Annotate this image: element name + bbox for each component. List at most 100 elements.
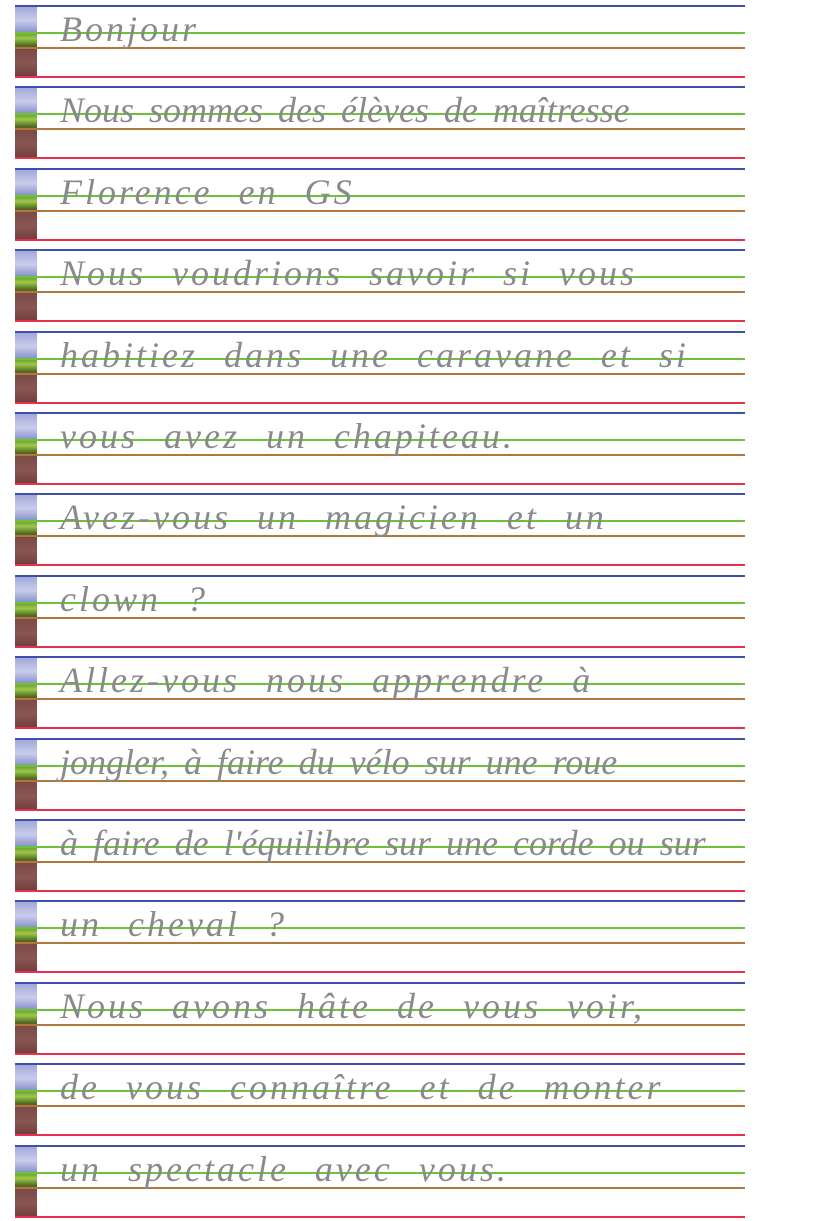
ruled-row: jongler, à faire du vélo sur une roue — [0, 733, 818, 814]
sky-grass-soil-icon — [15, 1064, 37, 1137]
midline — [15, 276, 745, 279]
baseline — [15, 1023, 745, 1026]
top-line — [15, 737, 745, 740]
bottom-line — [15, 808, 745, 811]
sky-grass-soil-icon — [15, 413, 37, 485]
midline — [15, 1008, 745, 1011]
handwritten-line: Florence en GS — [60, 171, 355, 212]
midline — [15, 194, 745, 197]
sky-grass-soil-icon — [15, 820, 37, 892]
handwritten-line: Nous sommes des élèves de maîtresse — [60, 90, 630, 131]
baseline — [15, 698, 745, 701]
bottom-line — [15, 971, 745, 974]
sky-grass-soil-icon — [15, 738, 37, 811]
midline — [15, 927, 745, 930]
bottom-line — [15, 401, 745, 404]
baseline — [15, 1105, 745, 1108]
baseline — [15, 128, 745, 131]
midline — [15, 32, 745, 34]
handwritten-line: de vous connaître et de monter — [60, 1067, 664, 1108]
sky-grass-soil-icon — [15, 168, 37, 241]
handwritten-line: jongler, à faire du vélo sur une roue — [60, 741, 618, 782]
midline — [15, 520, 745, 523]
sky-grass-soil-icon — [15, 1145, 37, 1218]
top-line — [15, 656, 745, 659]
handwritten-line: Allez-vous nous apprendre à — [60, 660, 594, 701]
sky-grass-soil-icon — [15, 250, 37, 323]
handwritten-line: habitiez dans une caravane et si — [60, 334, 689, 375]
bottom-line — [15, 564, 745, 567]
handwritten-line: vous avez un chapiteau. — [60, 416, 515, 456]
baseline — [15, 535, 745, 538]
ruled-row: Avez-vous un magicien et un — [0, 488, 818, 569]
midline — [15, 113, 745, 116]
midline — [15, 846, 745, 848]
handwritten-line: Bonjour — [60, 9, 200, 49]
handwritten-line: Avez-vous un magicien et un — [60, 497, 607, 538]
ruled-row: un cheval ? — [0, 895, 818, 976]
ruled-row: Nous avons hâte de vous voir, — [0, 977, 818, 1058]
sky-grass-soil-icon — [15, 575, 37, 648]
ruled-row: de vous connaître et de monter — [0, 1058, 818, 1139]
baseline — [15, 47, 745, 49]
sky-grass-soil-icon — [15, 901, 37, 974]
top-line — [15, 5, 745, 7]
top-line — [15, 167, 745, 170]
ruled-row: Allez-vous nous apprendre à — [0, 651, 818, 732]
midline — [15, 1171, 745, 1174]
bottom-line — [15, 483, 745, 485]
handwritten-line: Nous voudrions savoir si vous — [60, 253, 638, 294]
baseline — [15, 372, 745, 375]
midline — [15, 683, 745, 686]
sky-grass-soil-icon — [15, 657, 37, 730]
baseline — [15, 942, 745, 945]
top-line — [15, 981, 745, 984]
midline — [15, 601, 745, 604]
sky-grass-soil-icon — [15, 6, 37, 78]
handwritten-line: clown ? — [60, 578, 208, 619]
baseline — [15, 291, 745, 294]
top-line — [15, 1144, 745, 1147]
top-line — [15, 900, 745, 903]
top-line — [15, 249, 745, 252]
handwritten-line: à faire de l'équilibre sur une corde ou … — [60, 823, 706, 863]
bottom-line — [15, 645, 745, 648]
handwritten-line: Nous avons hâte de vous voir, — [60, 985, 645, 1026]
top-line — [15, 1063, 745, 1066]
ruled-row: Florence en GS — [0, 163, 818, 244]
top-line — [15, 412, 745, 414]
baseline — [15, 861, 745, 863]
midline — [15, 357, 745, 360]
midline — [15, 439, 745, 441]
top-line — [15, 574, 745, 577]
bottom-line — [15, 1215, 745, 1218]
bottom-line — [15, 727, 745, 730]
handwritten-line: un cheval ? — [60, 904, 287, 945]
top-line — [15, 330, 745, 333]
ruled-row: à faire de l'équilibre sur une corde ou … — [0, 814, 818, 895]
bottom-line — [15, 157, 745, 160]
baseline — [15, 616, 745, 619]
ruled-row: Nous voudrions savoir si vous — [0, 244, 818, 325]
bottom-line — [15, 890, 745, 892]
top-line — [15, 819, 745, 821]
baseline — [15, 209, 745, 212]
ruled-row: habitiez dans une caravane et si — [0, 326, 818, 407]
ruled-row: clown ? — [0, 570, 818, 651]
bottom-line — [15, 320, 745, 323]
bottom-line — [15, 1134, 745, 1137]
baseline — [15, 454, 745, 456]
midline — [15, 764, 745, 767]
bottom-line — [15, 1052, 745, 1055]
ruled-row: vous avez un chapiteau. — [0, 407, 818, 488]
sky-grass-soil-icon — [15, 982, 37, 1055]
sky-grass-soil-icon — [15, 331, 37, 404]
baseline — [15, 779, 745, 782]
sky-grass-soil-icon — [15, 87, 37, 160]
bottom-line — [15, 76, 745, 78]
handwritten-line: un spectacle avec vous. — [60, 1148, 509, 1189]
top-line — [15, 86, 745, 89]
baseline — [15, 1186, 745, 1189]
ruled-row: Bonjour — [0, 0, 818, 81]
ruled-row: Nous sommes des élèves de maîtresse — [0, 81, 818, 162]
